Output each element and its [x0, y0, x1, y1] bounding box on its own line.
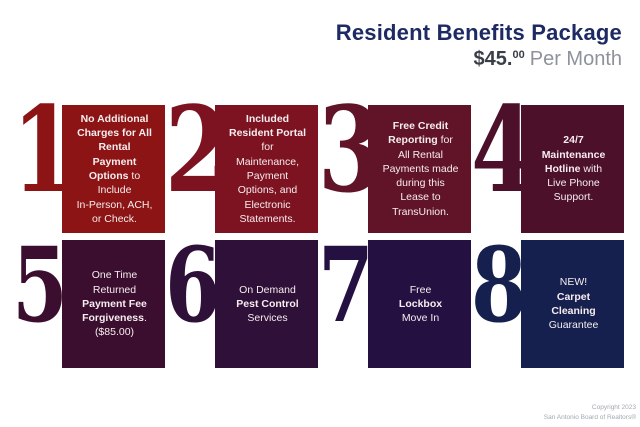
card-text: One Time Returned Payment Fee Forgiveness.(…: [82, 269, 147, 339]
header: Resident Benefits Package $45.00 Per Mont…: [336, 20, 622, 70]
card-text: 24/7 Maintenance Hotline with Live Phone Sup…: [541, 134, 606, 204]
card-body: One Time Returned Payment Fee Forgiveness.(…: [62, 240, 165, 368]
benefit-card-2: 2 Included Resident Portal for Maintenance, P…: [165, 91, 318, 233]
card-text: Included Resident Portal for Maintenance, Pa…: [228, 112, 307, 225]
card-number-5: 5: [12, 225, 68, 346]
card-body: Free Credit Reporting for All Rental Paymen…: [368, 105, 471, 233]
card-text: Free Credit Reporting for All Rental Paymen…: [382, 120, 459, 218]
price-suffix: Per Month: [529, 48, 622, 71]
card-number-6: 6: [165, 225, 221, 346]
price-cents: 00: [512, 49, 525, 62]
benefit-card-5: 5 One Time Returned Payment Fee Forgiveness.…: [12, 234, 165, 368]
card-body: NEW! Carpet Cleaning Guarantee: [521, 240, 624, 368]
card-body: No Additional Charges for All Rental Paymen…: [62, 105, 165, 233]
page-title: Resident Benefits Package: [335, 20, 622, 45]
copyright-line2: San Antonio Board of Realtors®: [543, 413, 636, 421]
benefits-grid: 1 No Additional Charges for All Rental Payme…: [12, 91, 624, 368]
card-body: Included Resident Portal for Maintenance, Pa…: [215, 105, 318, 233]
card-body: Free Lockbox Move In: [368, 240, 471, 368]
card-text: On Demand Pest Control Services: [236, 283, 299, 325]
benefit-card-4: 4 24/7 Maintenance Hotline with Live Phone Su…: [471, 91, 624, 233]
price-amount: $45.: [473, 48, 513, 71]
card-number-8: 8: [471, 225, 527, 346]
copyright: Copyright 2023 San Antonio Board of Real…: [544, 403, 636, 422]
card-text: NEW! Carpet Cleaning Guarantee: [548, 276, 599, 332]
benefit-card-8: 8 NEW! Carpet Cleaning Guarantee: [471, 234, 624, 368]
benefit-card-6: 6 On Demand Pest Control Services: [165, 234, 318, 368]
copyright-line1: Copyright 2023: [591, 404, 636, 412]
benefit-card-1: 1 No Additional Charges for All Rental Payme…: [12, 91, 165, 233]
benefit-card-3: 3 Free Credit Reporting for All Rental Payme…: [318, 91, 471, 233]
card-number-7: 7: [318, 225, 374, 346]
price-line: $45.00 Per Month: [336, 48, 622, 70]
card-text: No Additional Charges for All Rental Paymen…: [76, 112, 153, 225]
benefit-card-7: 7 Free Lockbox Move In: [318, 234, 471, 368]
card-body: 24/7 Maintenance Hotline with Live Phone Sup…: [521, 105, 624, 233]
card-text: Free Lockbox Move In: [398, 283, 443, 325]
card-body: On Demand Pest Control Services: [215, 240, 318, 368]
